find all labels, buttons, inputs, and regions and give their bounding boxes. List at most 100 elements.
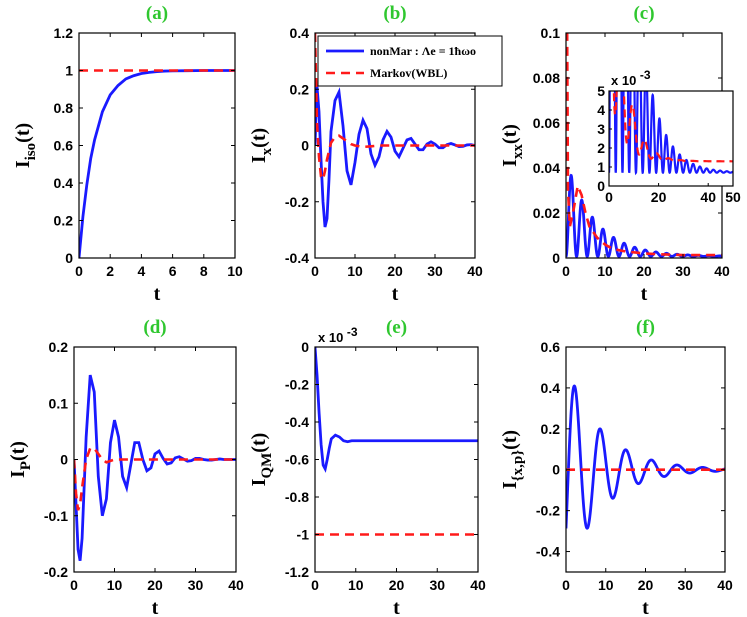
- inset-series-nonmar: [609, 91, 733, 176]
- y-tick-label: 1.2: [54, 25, 74, 41]
- y-axis-label-c: Ixx(t): [499, 124, 526, 167]
- y-tick-label: 0: [301, 339, 309, 355]
- panel-title-a: (a): [146, 3, 168, 24]
- y-tick-label: -0.2: [44, 564, 68, 580]
- series-line-b-markov: [315, 33, 475, 183]
- series-line-f-nonmar: [566, 384, 725, 530]
- y-axis-label-f: I{x,p}(t): [499, 430, 526, 489]
- y-tick-label: 0.1: [49, 395, 69, 411]
- y-tick-label: 0.08: [533, 70, 560, 86]
- series-line-c-nonmar: [566, 173, 722, 258]
- legend-entry-markov: Markov(WBL): [370, 66, 447, 80]
- y-tick-label: -1: [297, 527, 310, 543]
- x-tick-label: 40: [470, 577, 486, 593]
- y-axis-label-d: IP(t): [7, 441, 34, 478]
- y-tick-label: 0.2: [49, 339, 69, 355]
- inset-y-tick-label: 3: [597, 121, 605, 137]
- x-axis-label-b: t: [392, 283, 399, 305]
- y-tick-label: 0.6: [541, 339, 561, 355]
- y-tick-label: 0.2: [541, 421, 561, 437]
- inset-series-markov: [612, 91, 733, 163]
- y-tick-label: 0: [60, 452, 68, 468]
- panel-d: (d) 0 10 20 30 40 -0.2 -0.1 0 0.1 0.2 t IP(t): [7, 317, 244, 617]
- x-tick-label: 0: [562, 263, 570, 279]
- x-tick-label: 0: [70, 577, 78, 593]
- x-tick-label: 10: [597, 263, 613, 279]
- y-tick-label: -0.2: [285, 377, 309, 393]
- panel-b: (b) 0 10 20 30 40 -0.4 -0.2 0 0.2 0.4 t Ix(t) nonMar …: [248, 3, 503, 305]
- inset-frame: [608, 90, 734, 187]
- x-tick-label: 10: [348, 577, 364, 593]
- inset-y-tick-label: 2: [597, 140, 605, 156]
- x-tick-label: 20: [638, 577, 654, 593]
- inset-x-tick-label: 40: [700, 189, 716, 205]
- x-tick-label: 30: [675, 263, 691, 279]
- x-tick-label: 30: [188, 577, 204, 593]
- series-line-d-markov: [74, 446, 236, 511]
- x-tick-label: 20: [389, 577, 405, 593]
- legend-box: [317, 35, 503, 87]
- panel-title-d: (d): [143, 317, 166, 338]
- y-axis-label-b: Ix(t): [248, 128, 275, 163]
- x-tick-label: 40: [467, 263, 483, 279]
- x-tick-label: 6: [169, 263, 177, 279]
- panel-e: (e) 0 10 20 30 40 -1.2 -1 -0.8 -0.6 -0.4 -0.2 0 t IQM(…: [248, 317, 486, 617]
- inset-y-tick-label: 4: [597, 102, 605, 118]
- x-tick-label: 8: [200, 263, 208, 279]
- y-tick-label: 0: [65, 250, 73, 266]
- x-tick-label: 10: [347, 263, 363, 279]
- series-line-d-nonmar: [74, 374, 236, 561]
- y-tick-label: -0.8: [285, 489, 309, 505]
- x-axis-label-a: t: [154, 283, 161, 305]
- y-tick-label: 0.8: [54, 100, 74, 116]
- y-tick-label: 1: [65, 63, 73, 79]
- panel-a: (a) 0 2 4 6 8 10 0 0.2 0.4 0.6 0.8 1 1.2 t Iiso(t): [12, 3, 243, 305]
- x-tick-label: 20: [147, 577, 163, 593]
- x-tick-label: 30: [429, 577, 445, 593]
- x-tick-label: 30: [677, 577, 693, 593]
- x-tick-label: 40: [714, 263, 730, 279]
- x-tick-label: 40: [717, 577, 733, 593]
- series-line-a-nonmar: [79, 69, 235, 258]
- series-line-b-nonmar: [315, 86, 475, 228]
- y-tick-label: -1.2: [285, 564, 309, 580]
- panel-title-f: (f): [636, 317, 655, 338]
- y-tick-label: 0.06: [533, 115, 560, 131]
- y-tick-label: 0.04: [533, 160, 560, 176]
- y-tick-label: 0: [552, 250, 560, 266]
- inset-x-tick-label: 50: [725, 189, 741, 205]
- inset-y-tick-label: 5: [597, 83, 605, 99]
- inset-scale-label: x 10 -3: [611, 68, 651, 88]
- panel-c: (c)0 10 20 30 4000.020.040.060.080.1tIxx(t)0…: [499, 3, 741, 305]
- x-tick-label: 30: [427, 263, 443, 279]
- x-axis-label-c: t: [641, 283, 648, 305]
- y-tick-label: -0.2: [536, 503, 560, 519]
- x-tick-label: 0: [75, 263, 83, 279]
- x-tick-label: 4: [138, 263, 146, 279]
- inset-y-tick-label: 1: [597, 159, 605, 175]
- x-tick-label: 10: [107, 577, 123, 593]
- x-axis-label-d: t: [152, 597, 159, 617]
- inset-x-tick-label: 20: [651, 189, 667, 205]
- x-tick-label: 2: [106, 263, 114, 279]
- y-tick-label: 0.1: [541, 25, 561, 41]
- y-tick-label: 0.4: [54, 175, 74, 191]
- x-tick-label: 0: [562, 577, 570, 593]
- x-axis-label-e: t: [393, 597, 400, 617]
- panel-f: (f) 0 10 20 30 40 -0.4 -0.2 0 0.2 0.4 0.6 t I{x,p}(t): [499, 317, 733, 617]
- axis-scale-label-e: x 10 -3: [318, 325, 358, 345]
- legend: nonMar : Λe = 1ħωo Markov(WBL): [317, 35, 503, 87]
- panel-title-e: (e): [386, 317, 407, 338]
- x-tick-label: 10: [227, 263, 243, 279]
- x-tick-label: 40: [228, 577, 244, 593]
- y-tick-label: -0.6: [285, 452, 309, 468]
- inset-x-tick-label: 0: [605, 189, 613, 205]
- y-axis-label-a: Iiso(t): [12, 123, 39, 168]
- axes-frame-f: [565, 346, 726, 573]
- x-tick-label: 20: [636, 263, 652, 279]
- y-tick-label: 0.2: [54, 213, 74, 229]
- y-tick-label: 0.4: [541, 380, 561, 396]
- y-tick-label: 0.2: [290, 81, 310, 97]
